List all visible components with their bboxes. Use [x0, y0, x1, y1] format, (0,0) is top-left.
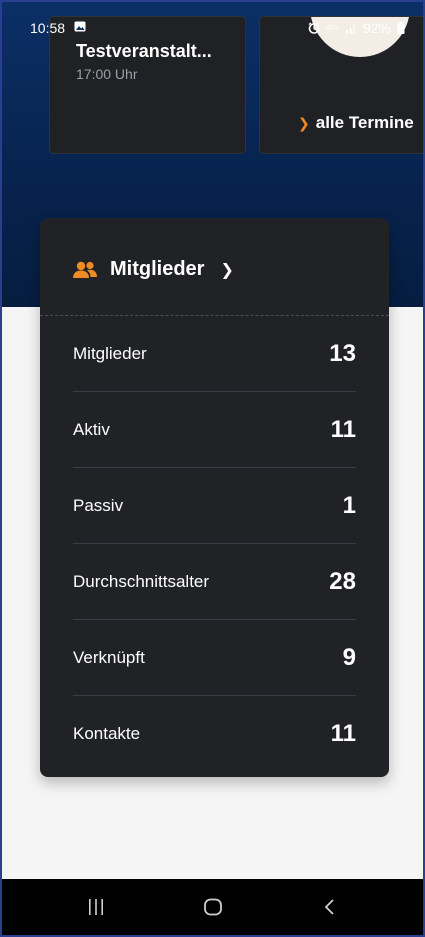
battery-icon — [397, 22, 405, 34]
stat-value: 11 — [330, 415, 356, 443]
network-type: 4G+ — [325, 24, 339, 32]
all-events-label: alle Termine — [315, 113, 414, 132]
stat-row-passiv: Passiv 1 — [73, 468, 356, 544]
home-icon — [204, 898, 222, 916]
back-button[interactable] — [315, 893, 345, 921]
event-title: Testveranstalt... — [76, 41, 212, 61]
all-events-card[interactable]: ❯ alle Termine — [259, 16, 423, 154]
stat-value: 11 — [330, 720, 356, 747]
battery-percent: 92% — [362, 20, 391, 36]
members-card: Mitglieder ❯ Mitglieder 13 Aktiv 11 Pass… — [40, 218, 389, 777]
chevron-right-icon: ❯ — [220, 261, 234, 279]
stat-row-aktiv: Aktiv 11 — [73, 392, 356, 468]
stat-label: Kontakte — [73, 724, 141, 743]
members-header: Mitglieder ❯ — [40, 218, 389, 316]
event-card[interactable]: Testveranstalt... 17:00 Uhr — [49, 16, 246, 154]
stat-value: 28 — [329, 567, 356, 595]
members-title: Mitglieder — [110, 258, 205, 280]
stat-row-durchschnittsalter: Durchschnittsalter 28 — [73, 544, 356, 620]
stat-value: 1 — [342, 491, 356, 519]
stat-label: Durchschnittsalter — [73, 571, 210, 591]
stat-row-kontakte: Kontakte 11 — [73, 696, 356, 772]
signal-icon — [345, 24, 355, 34]
people-icon — [73, 261, 97, 278]
gallery-icon — [74, 21, 86, 32]
system-nav-bar — [2, 879, 423, 935]
recent-apps-icon — [89, 899, 103, 915]
home-button[interactable] — [198, 893, 228, 921]
status-bar: 10:58 4G+ 92% — [2, 2, 423, 38]
recent-apps-button[interactable] — [81, 893, 111, 921]
alarm-icon — [308, 22, 319, 34]
stat-value: 13 — [329, 339, 356, 367]
all-events-link[interactable]: ❯ alle Termine — [298, 113, 414, 133]
event-time: 17:00 Uhr — [76, 66, 138, 82]
stat-label: Verknüpft — [73, 647, 145, 667]
stat-row-mitglieder: Mitglieder 13 — [73, 316, 356, 392]
chevron-right-icon: ❯ — [298, 114, 310, 131]
stat-label: Mitglieder — [73, 343, 147, 363]
stat-row-verknuepft: Verknüpft 9 — [73, 620, 356, 696]
stat-value: 9 — [342, 643, 356, 671]
members-stats-list: Mitglieder 13 Aktiv 11 Passiv 1 Durchsch… — [73, 316, 356, 772]
back-icon — [324, 899, 334, 915]
stat-label: Passiv — [73, 495, 124, 515]
members-header-link[interactable]: Mitglieder ❯ — [72, 258, 234, 281]
stat-label: Aktiv — [73, 419, 110, 439]
status-time: 10:58 — [30, 20, 66, 36]
